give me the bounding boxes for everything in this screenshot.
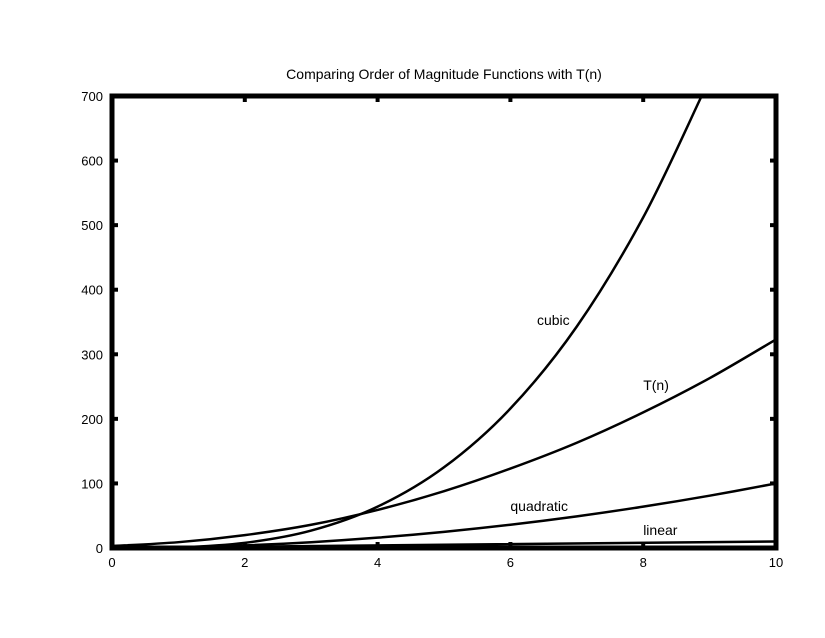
x-tick-label: 10 xyxy=(769,555,783,570)
x-tick-label: 8 xyxy=(640,555,647,570)
x-tick-labels: 0 2 4 6 8 10 xyxy=(108,555,783,570)
chart-title: Comparing Order of Magnitude Functions w… xyxy=(286,66,602,82)
x-tick-label: 0 xyxy=(108,555,115,570)
x-tick-label: 4 xyxy=(374,555,381,570)
x-tick-label: 6 xyxy=(507,555,514,570)
y-tick-label: 500 xyxy=(81,218,103,233)
y-tick-label: 600 xyxy=(81,154,103,169)
y-tick-label: 700 xyxy=(81,89,103,104)
y-tick-label: 100 xyxy=(81,476,103,491)
plot-frame xyxy=(109,93,779,551)
curve-label: linear xyxy=(643,522,678,538)
y-tick-label: 300 xyxy=(81,347,103,362)
curve-label: T(n) xyxy=(643,377,669,393)
curve-label: quadratic xyxy=(510,498,568,514)
curve-labels: cubic T(n) quadratic linear xyxy=(510,312,677,538)
curves xyxy=(110,94,778,550)
y-tick-label: 200 xyxy=(81,412,103,427)
x-tick-label: 2 xyxy=(241,555,248,570)
curve-label: cubic xyxy=(537,312,570,328)
series-line-t-n xyxy=(110,338,778,548)
y-tick-label: 0 xyxy=(96,541,103,556)
tick-marks xyxy=(110,94,778,550)
y-tick-label: 400 xyxy=(81,283,103,298)
series-line-cubic xyxy=(110,94,703,550)
y-tick-labels: 0 100 200 300 400 500 600 700 xyxy=(81,89,103,556)
